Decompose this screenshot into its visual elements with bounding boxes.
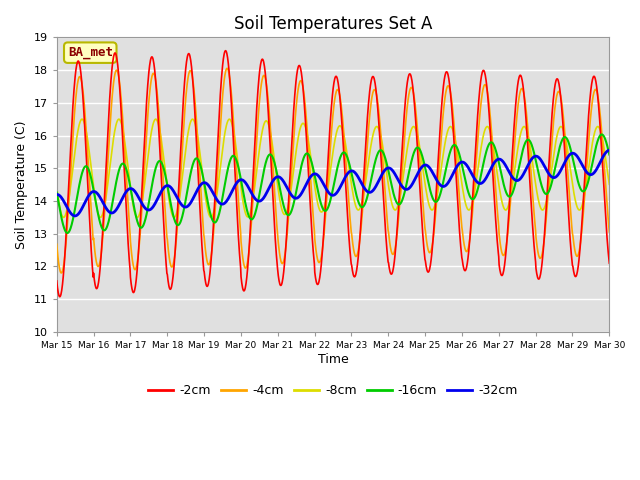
- X-axis label: Time: Time: [317, 353, 348, 366]
- Title: Soil Temperatures Set A: Soil Temperatures Set A: [234, 15, 432, 33]
- Text: BA_met: BA_met: [68, 46, 113, 59]
- Y-axis label: Soil Temperature (C): Soil Temperature (C): [15, 120, 28, 249]
- Legend: -2cm, -4cm, -8cm, -16cm, -32cm: -2cm, -4cm, -8cm, -16cm, -32cm: [143, 379, 523, 402]
